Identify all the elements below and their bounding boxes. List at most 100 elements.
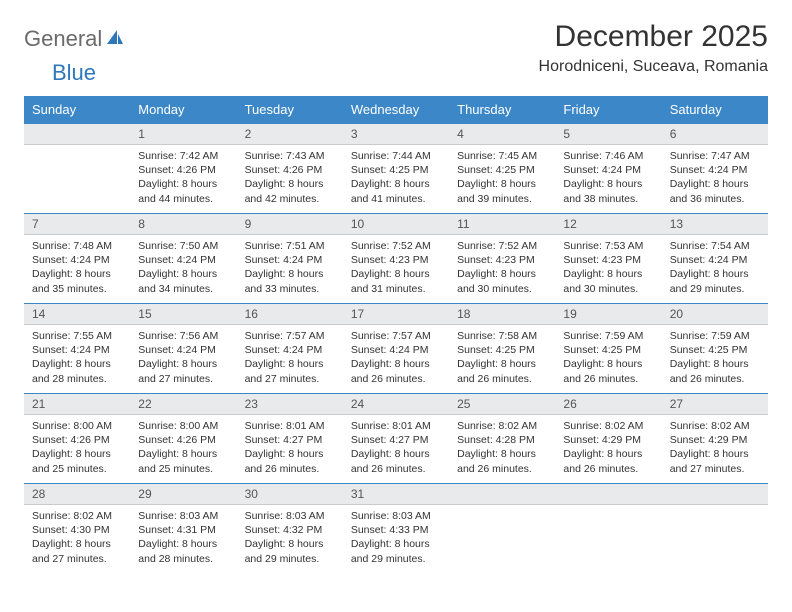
day-sr: Sunrise: 8:03 AM <box>245 509 335 523</box>
calendar-cell: 17Sunrise: 7:57 AMSunset: 4:24 PMDayligh… <box>343 303 449 393</box>
day-d2: and 30 minutes. <box>563 282 653 296</box>
calendar-cell: 18Sunrise: 7:58 AMSunset: 4:25 PMDayligh… <box>449 303 555 393</box>
calendar-cell: 5Sunrise: 7:46 AMSunset: 4:24 PMDaylight… <box>555 123 661 213</box>
day-details: Sunrise: 7:45 AMSunset: 4:25 PMDaylight:… <box>449 145 555 212</box>
day-number <box>555 483 661 505</box>
day-d1: Daylight: 8 hours <box>32 357 122 371</box>
day-ss: Sunset: 4:27 PM <box>245 433 335 447</box>
day-number: 28 <box>24 483 130 505</box>
day-details: Sunrise: 7:58 AMSunset: 4:25 PMDaylight:… <box>449 325 555 392</box>
day-number: 20 <box>662 303 768 325</box>
day-d2: and 30 minutes. <box>457 282 547 296</box>
calendar-cell: 30Sunrise: 8:03 AMSunset: 4:32 PMDayligh… <box>237 483 343 573</box>
day-sr: Sunrise: 7:57 AM <box>245 329 335 343</box>
day-number: 3 <box>343 123 449 145</box>
day-number: 26 <box>555 393 661 415</box>
day-ss: Sunset: 4:30 PM <box>32 523 122 537</box>
day-details: Sunrise: 7:59 AMSunset: 4:25 PMDaylight:… <box>662 325 768 392</box>
calendar-cell: 31Sunrise: 8:03 AMSunset: 4:33 PMDayligh… <box>343 483 449 573</box>
day-number: 19 <box>555 303 661 325</box>
day-d2: and 38 minutes. <box>563 192 653 206</box>
day-sr: Sunrise: 8:02 AM <box>32 509 122 523</box>
day-number: 6 <box>662 123 768 145</box>
day-number: 7 <box>24 213 130 235</box>
calendar-body: 1Sunrise: 7:42 AMSunset: 4:26 PMDaylight… <box>24 123 768 573</box>
day-sr: Sunrise: 7:58 AM <box>457 329 547 343</box>
day-sr: Sunrise: 8:01 AM <box>351 419 441 433</box>
day-sr: Sunrise: 7:50 AM <box>138 239 228 253</box>
day-ss: Sunset: 4:29 PM <box>563 433 653 447</box>
day-number: 2 <box>237 123 343 145</box>
day-number: 18 <box>449 303 555 325</box>
day-sr: Sunrise: 8:03 AM <box>138 509 228 523</box>
day-ss: Sunset: 4:26 PM <box>32 433 122 447</box>
day-d2: and 41 minutes. <box>351 192 441 206</box>
day-number: 24 <box>343 393 449 415</box>
day-details: Sunrise: 8:02 AMSunset: 4:30 PMDaylight:… <box>24 505 130 572</box>
calendar-cell: 24Sunrise: 8:01 AMSunset: 4:27 PMDayligh… <box>343 393 449 483</box>
day-ss: Sunset: 4:28 PM <box>457 433 547 447</box>
day-d2: and 34 minutes. <box>138 282 228 296</box>
day-d1: Daylight: 8 hours <box>670 267 760 281</box>
weekday-tuesday: Tuesday <box>237 96 343 123</box>
day-ss: Sunset: 4:33 PM <box>351 523 441 537</box>
calendar-cell <box>449 483 555 573</box>
day-d2: and 26 minutes. <box>351 462 441 476</box>
day-number: 9 <box>237 213 343 235</box>
calendar-cell: 26Sunrise: 8:02 AMSunset: 4:29 PMDayligh… <box>555 393 661 483</box>
day-sr: Sunrise: 7:46 AM <box>563 149 653 163</box>
day-number: 23 <box>237 393 343 415</box>
day-sr: Sunrise: 8:01 AM <box>245 419 335 433</box>
calendar-cell: 11Sunrise: 7:52 AMSunset: 4:23 PMDayligh… <box>449 213 555 303</box>
day-d2: and 26 minutes. <box>457 372 547 386</box>
day-ss: Sunset: 4:24 PM <box>138 343 228 357</box>
logo-text-general: General <box>24 26 102 52</box>
calendar-cell: 28Sunrise: 8:02 AMSunset: 4:30 PMDayligh… <box>24 483 130 573</box>
calendar-cell: 6Sunrise: 7:47 AMSunset: 4:24 PMDaylight… <box>662 123 768 213</box>
day-sr: Sunrise: 8:00 AM <box>32 419 122 433</box>
day-number: 11 <box>449 213 555 235</box>
day-sr: Sunrise: 7:43 AM <box>245 149 335 163</box>
day-details: Sunrise: 7:57 AMSunset: 4:24 PMDaylight:… <box>343 325 449 392</box>
day-ss: Sunset: 4:32 PM <box>245 523 335 537</box>
calendar-cell: 29Sunrise: 8:03 AMSunset: 4:31 PMDayligh… <box>130 483 236 573</box>
month-title: December 2025 <box>539 20 768 54</box>
day-details: Sunrise: 7:44 AMSunset: 4:25 PMDaylight:… <box>343 145 449 212</box>
day-sr: Sunrise: 7:53 AM <box>563 239 653 253</box>
day-d1: Daylight: 8 hours <box>245 357 335 371</box>
calendar-cell: 23 Sunrise: 8:01 AMSunset: 4:27 PMDayligh… <box>237 393 343 483</box>
day-d1: Daylight: 8 hours <box>670 447 760 461</box>
day-details: Sunrise: 7:52 AMSunset: 4:23 PMDaylight:… <box>449 235 555 302</box>
day-number: 5 <box>555 123 661 145</box>
day-d2: and 25 minutes. <box>138 462 228 476</box>
day-number: 17 <box>343 303 449 325</box>
day-number: 29 <box>130 483 236 505</box>
day-d1: Daylight: 8 hours <box>563 177 653 191</box>
day-d1: Daylight: 8 hours <box>245 447 335 461</box>
day-d1: Daylight: 8 hours <box>245 177 335 191</box>
day-d2: and 28 minutes. <box>32 372 122 386</box>
weekday-monday: Monday <box>130 96 236 123</box>
day-details: Sunrise: 8:02 AMSunset: 4:29 PMDaylight:… <box>555 415 661 482</box>
day-sr: Sunrise: 7:47 AM <box>670 149 760 163</box>
day-ss: Sunset: 4:24 PM <box>245 253 335 267</box>
calendar-cell: 22Sunrise: 8:00 AMSunset: 4:26 PMDayligh… <box>130 393 236 483</box>
day-sr: Sunrise: 7:56 AM <box>138 329 228 343</box>
day-details: Sunrise: 8:00 AMSunset: 4:26 PMDaylight:… <box>24 415 130 482</box>
day-d2: and 26 minutes. <box>457 462 547 476</box>
day-ss: Sunset: 4:23 PM <box>457 253 547 267</box>
day-d1: Daylight: 8 hours <box>563 447 653 461</box>
day-ss: Sunset: 4:24 PM <box>32 253 122 267</box>
day-number: 16 <box>237 303 343 325</box>
day-d1: Daylight: 8 hours <box>351 537 441 551</box>
calendar-cell <box>24 123 130 213</box>
day-d2: and 27 minutes. <box>670 462 760 476</box>
calendar-cell: 19Sunrise: 7:59 AMSunset: 4:25 PMDayligh… <box>555 303 661 393</box>
day-d1: Daylight: 8 hours <box>138 177 228 191</box>
day-details: Sunrise: 8:02 AMSunset: 4:29 PMDaylight:… <box>662 415 768 482</box>
day-sr: Sunrise: 8:03 AM <box>351 509 441 523</box>
day-ss: Sunset: 4:23 PM <box>563 253 653 267</box>
day-d2: and 31 minutes. <box>351 282 441 296</box>
calendar-cell: 25Sunrise: 8:02 AMSunset: 4:28 PMDayligh… <box>449 393 555 483</box>
day-ss: Sunset: 4:25 PM <box>563 343 653 357</box>
